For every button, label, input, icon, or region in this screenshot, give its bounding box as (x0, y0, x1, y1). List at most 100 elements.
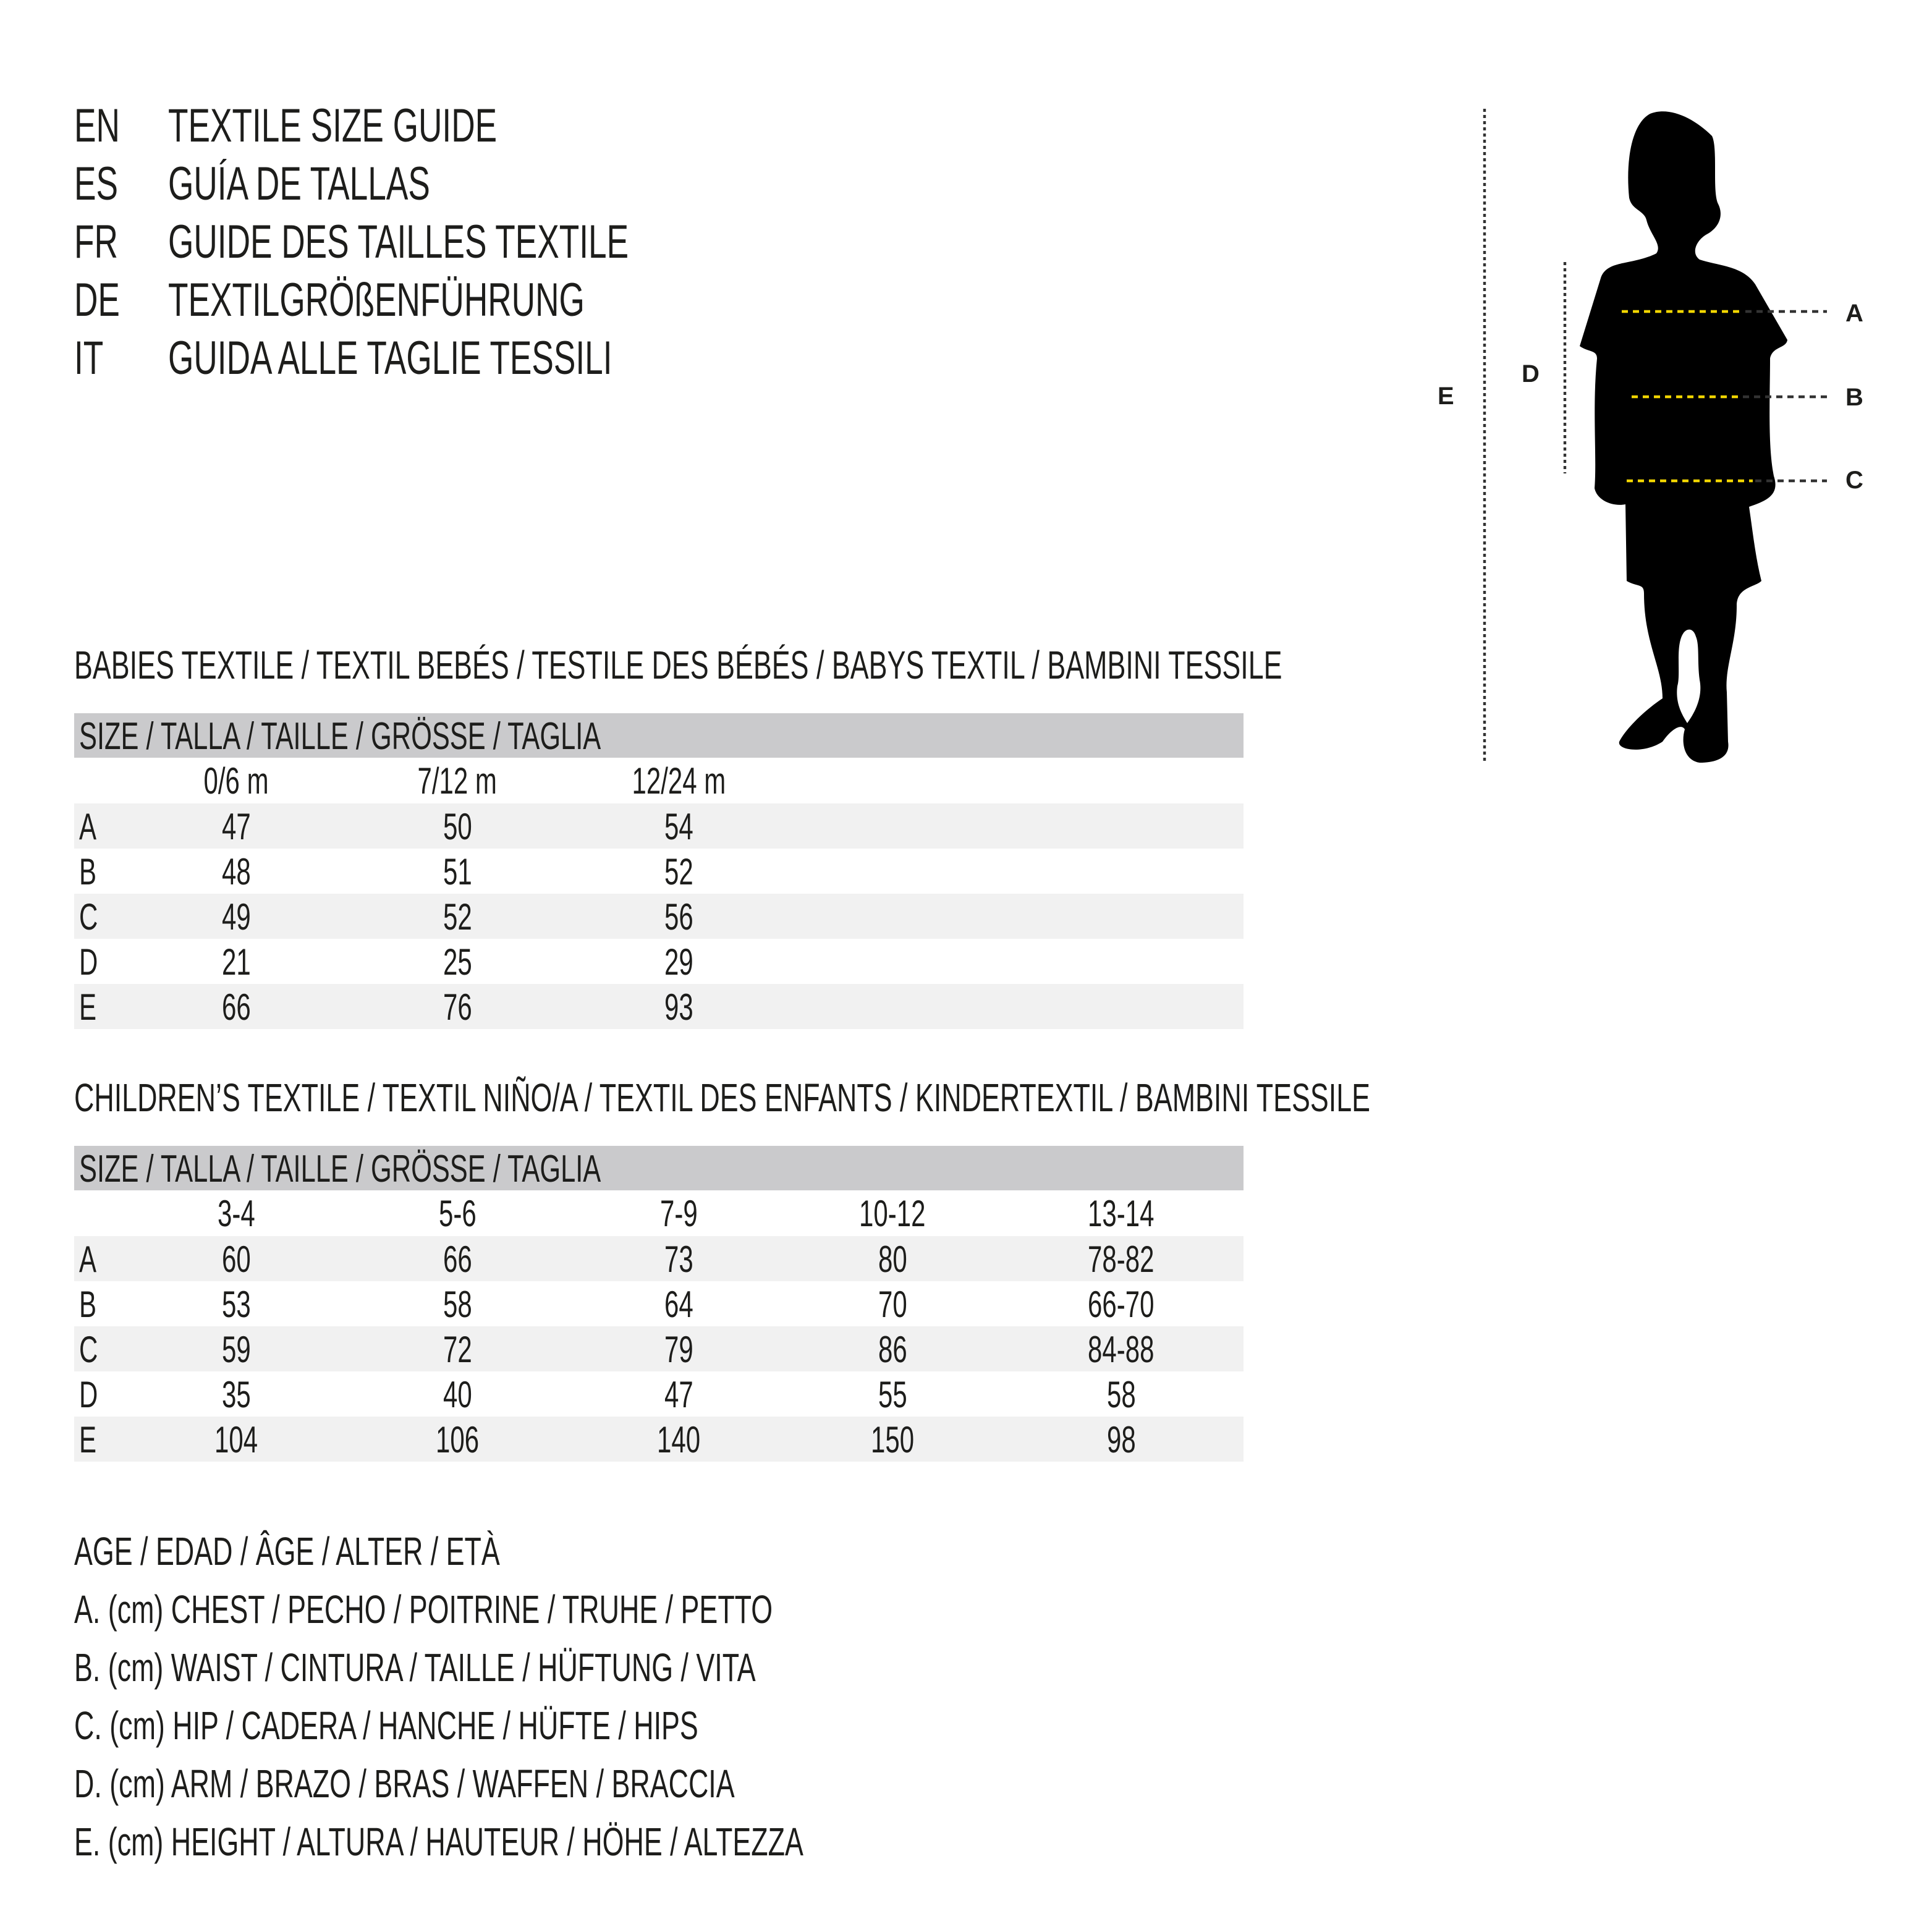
title-text: TEXTILE SIZE GUIDE (168, 100, 498, 152)
size-column-header: 0/6 m (203, 760, 269, 802)
table-row: C 59 72 79 86 84-88 (74, 1326, 1244, 1371)
table-cell: 35 (221, 1374, 251, 1415)
table-cell: 150 (870, 1419, 915, 1460)
size-column-header: 7-9 (659, 1193, 698, 1234)
table-cell: 106 (435, 1419, 480, 1460)
measurement-legend: AGE / EDAD / ÂGE / ALTER / ETÀ A. (cm) CH… (74, 1522, 1116, 1871)
row-label: C (79, 896, 98, 938)
row-label: B (79, 1284, 97, 1325)
table-cell: 84-88 (1088, 1329, 1155, 1370)
title-text: GUÍA DE TALLAS (168, 158, 430, 210)
size-column-header: 13-14 (1088, 1193, 1155, 1234)
table-row: C 49 52 56 (74, 894, 1244, 939)
table-row: D 21 25 29 (74, 939, 1244, 984)
table-cell: 66 (443, 1239, 472, 1280)
table-cell: 47 (221, 806, 251, 847)
row-label: B (79, 851, 97, 892)
table-cell: 47 (664, 1374, 693, 1415)
babies-size-table: SIZE / TALLA / TAILLE / GRÖSSE / TAGLIA 0… (74, 713, 1244, 1029)
size-header: SIZE / TALLA / TAILLE / GRÖSSE / TAGLIA (74, 1146, 1244, 1190)
label-d: D (1522, 360, 1540, 388)
row-label: C (79, 1329, 98, 1370)
row-label: A (79, 806, 97, 847)
size-columns-row: 0/6 m 7/12 m 12/24 m (74, 758, 1244, 803)
child-silhouette-figure: A B C D E (1438, 109, 1863, 764)
babies-heading-text: BABIES TEXTILE / TEXTIL BEBÉS / TESTILE … (74, 643, 1282, 687)
row-label: D (79, 941, 98, 983)
size-column-header: 10-12 (859, 1193, 926, 1234)
table-cell: 76 (443, 986, 472, 1028)
size-column-header: 12/24 m (632, 760, 726, 802)
babies-heading: BABIES TEXTILE / TEXTIL BEBÉS / TESTILE … (74, 640, 1800, 690)
child-silhouette-icon (1580, 111, 1787, 763)
table-row: A 60 66 73 80 78-82 (74, 1236, 1244, 1281)
table-cell: 66-70 (1088, 1284, 1155, 1325)
children-heading-text: CHILDREN’S TEXTILE / TEXTIL NIÑO/A / TEX… (74, 1075, 1371, 1120)
table-row: E 104 106 140 150 98 (74, 1417, 1244, 1462)
label-e: E (1438, 383, 1454, 410)
size-column-header: 5-6 (438, 1193, 477, 1234)
table-row: B 53 58 64 70 66-70 (74, 1281, 1244, 1326)
table-cell: 50 (443, 806, 472, 847)
table-cell: 73 (664, 1239, 693, 1280)
language-code: ES (74, 158, 118, 210)
legend-item: AGE / EDAD / ÂGE / ALTER / ETÀ (74, 1529, 500, 1574)
language-code: EN (74, 100, 120, 152)
table-cell: 53 (221, 1284, 251, 1325)
table-row: B 48 51 52 (74, 849, 1244, 894)
table-row: A 47 50 54 (74, 803, 1244, 849)
table-cell: 79 (664, 1329, 693, 1370)
language-code: DE (74, 274, 120, 326)
legend-item: B. (cm) WAIST / CINTURA / TAILLE / HÜFTU… (74, 1645, 756, 1690)
row-label: E (79, 1419, 97, 1460)
children-size-table: SIZE / TALLA / TAILLE / GRÖSSE / TAGLIA 3… (74, 1146, 1244, 1462)
row-label: E (79, 986, 97, 1028)
label-c: C (1845, 467, 1863, 494)
label-b: B (1845, 384, 1863, 411)
size-column-header: 3-4 (217, 1193, 255, 1234)
table-cell: 48 (221, 851, 251, 892)
table-cell: 52 (443, 896, 472, 938)
table-cell: 49 (221, 896, 251, 938)
label-a: A (1845, 300, 1863, 327)
table-cell: 140 (656, 1419, 701, 1460)
title-text: GUIDE DES TAILLES TEXTILE (168, 216, 629, 268)
legend-item: A. (cm) CHEST / PECHO / POITRINE / TRUHE… (74, 1587, 773, 1632)
legend-item: E. (cm) HEIGHT / ALTURA / HAUTEUR / HÖHE… (74, 1820, 803, 1864)
size-column-header: 7/12 m (417, 760, 498, 802)
children-heading: CHILDREN’S TEXTILE / TEXTIL NIÑO/A / TEX… (74, 1073, 1926, 1122)
table-row: E 66 76 93 (74, 984, 1244, 1029)
table-row: D 35 40 47 55 58 (74, 1371, 1244, 1417)
legend-item: C. (cm) HIP / CADERA / HANCHE / HÜFTE / … (74, 1703, 698, 1748)
table-cell: 58 (443, 1284, 472, 1325)
table-cell: 86 (878, 1329, 907, 1370)
table-cell: 54 (664, 806, 693, 847)
title-text: GUIDA ALLE TAGLIE TESSILI (168, 332, 612, 384)
table-cell: 78-82 (1088, 1239, 1155, 1280)
table-cell: 55 (878, 1374, 907, 1415)
table-cell: 72 (443, 1329, 472, 1370)
table-cell: 56 (664, 896, 693, 938)
row-label: D (79, 1374, 98, 1415)
table-cell: 51 (443, 851, 472, 892)
table-cell: 52 (664, 851, 693, 892)
table-cell: 29 (664, 941, 693, 983)
table-cell: 58 (1106, 1374, 1136, 1415)
table-cell: 59 (221, 1329, 251, 1370)
table-cell: 80 (878, 1239, 907, 1280)
language-code: FR (74, 216, 118, 268)
size-header-text: SIZE / TALLA / TAILLE / GRÖSSE / TAGLIA (79, 1148, 601, 1190)
table-cell: 40 (443, 1374, 472, 1415)
table-cell: 66 (221, 986, 251, 1028)
table-cell: 64 (664, 1284, 693, 1325)
table-cell: 70 (878, 1284, 907, 1325)
legend-item: D. (cm) ARM / BRAZO / BRAS / WAFFEN / BR… (74, 1761, 735, 1806)
size-columns-row: 3-4 5-6 7-9 10-12 13-14 (74, 1190, 1244, 1236)
language-code: IT (74, 332, 104, 384)
table-cell: 104 (214, 1419, 258, 1460)
row-label: A (79, 1239, 97, 1280)
table-cell: 25 (443, 941, 472, 983)
table-cell: 21 (221, 941, 251, 983)
size-header: SIZE / TALLA / TAILLE / GRÖSSE / TAGLIA (74, 713, 1244, 758)
table-cell: 60 (221, 1239, 251, 1280)
